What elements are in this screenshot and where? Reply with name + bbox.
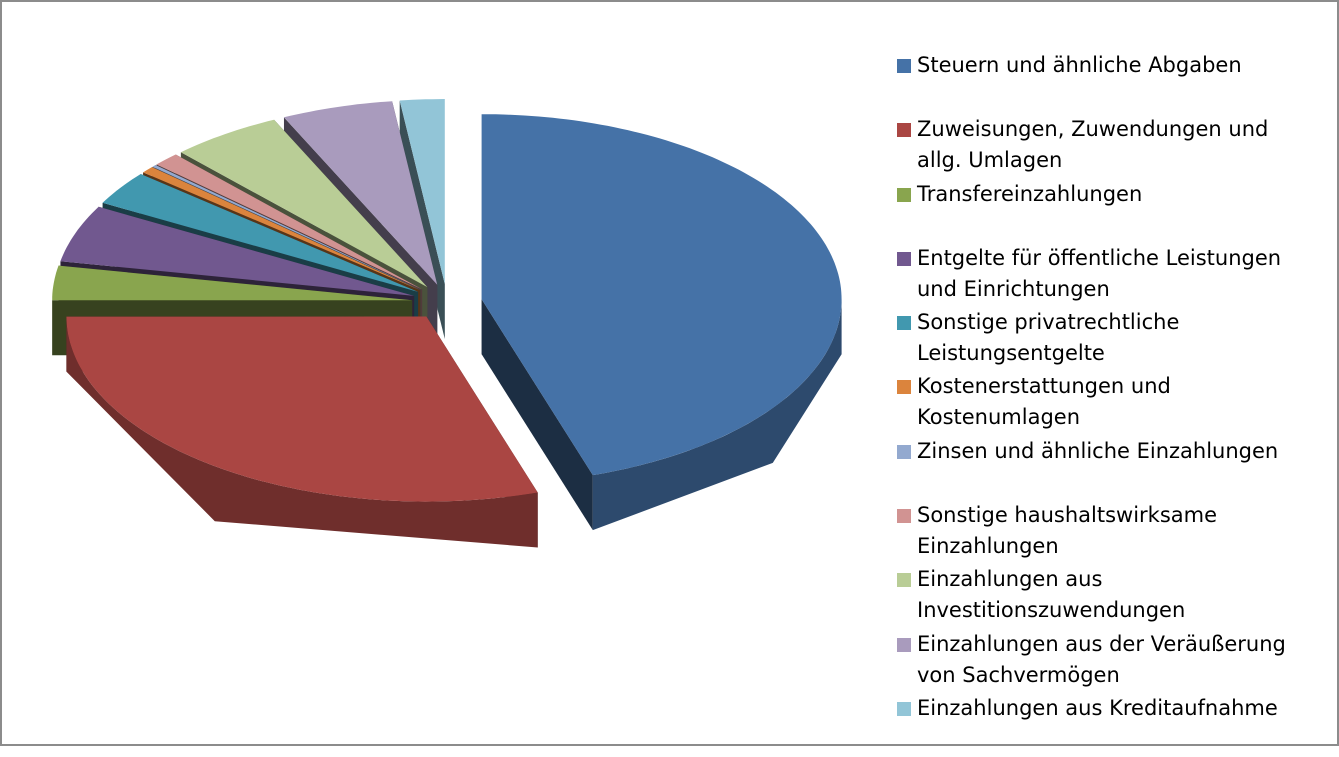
legend-swatch [897,637,911,652]
legend-item: Einzahlungen aus Kreditaufnahme [897,693,1327,757]
slice-top [284,101,438,285]
slice-top [52,265,413,301]
legend-swatch [897,187,911,202]
legend-item: Kostenerstattungen und Kostenumlagen [897,371,1327,435]
slice-top [143,167,421,291]
legend-label: Zinsen und ähnliche Einzahlungen [917,438,1279,463]
legend-swatch [897,59,911,73]
legend-item: Zuweisungen, Zuwendungen und allg. Umlag… [897,114,1327,178]
legend-item: Entgelte für öffentliche Leistungen und … [897,243,1327,307]
slice-side [592,299,842,531]
slice-top [180,119,428,288]
slice-top [399,99,445,285]
legend-label: Einzahlungen aus Kreditaufnahme [917,695,1278,720]
legend-label: Sonstige privatrechtliche Leistungsentge… [917,310,1180,366]
legend-label: Zuweisungen, Zuwendungen und allg. Umlag… [917,117,1269,173]
legend-label: Entgelte für öffentliche Leistungen und … [917,245,1282,301]
legend-swatch [897,251,911,266]
legend-item: Zinsen und ähnliche Einzahlungen [897,436,1327,500]
legend-item: Einzahlungen aus der Veräußerung von Sac… [897,629,1327,693]
legend-swatch [897,701,911,716]
legend-label: Steuern und ähnliche Abgaben [917,53,1242,77]
legend-item: Sonstige haushaltswirksame Einzahlungen [897,500,1327,564]
legend-swatch [897,573,911,588]
slice-side [66,316,538,548]
slice [481,114,842,531]
legend-item: Transfereinzahlungen [897,179,1327,243]
slice-top [66,316,538,502]
slice-top [152,165,422,290]
slice-top [60,206,415,296]
slice-top [102,174,419,292]
pie-area [52,99,842,548]
legend-item: Steuern und ähnliche Abgaben [897,50,1327,114]
slice-top [156,154,423,290]
legend-item: Einzahlungen aus Investitionszuwendungen [897,564,1327,628]
legend-swatch [897,123,911,138]
slice-top [481,114,842,476]
legend: Steuern und ähnliche Abgaben Zuweisungen,… [897,50,1327,757]
legend-swatch [897,509,911,524]
legend-label: Kostenerstattungen und Kostenumlagen [917,374,1171,430]
legend-label: Einzahlungen aus der Veräußerung von Sac… [917,631,1286,687]
legend-label: Transfereinzahlungen [917,181,1143,206]
legend-swatch [897,380,911,395]
legend-swatch [897,444,911,459]
slice-wall [481,299,593,531]
legend-label: Einzahlungen aus Investitionszuwendungen [917,567,1186,623]
legend-swatch [897,316,911,331]
legend-item: Sonstige privatrechtliche Leistungsentge… [897,307,1327,371]
slice [66,316,538,548]
legend-label: Sonstige haushaltswirksame Einzahlungen [917,503,1218,559]
